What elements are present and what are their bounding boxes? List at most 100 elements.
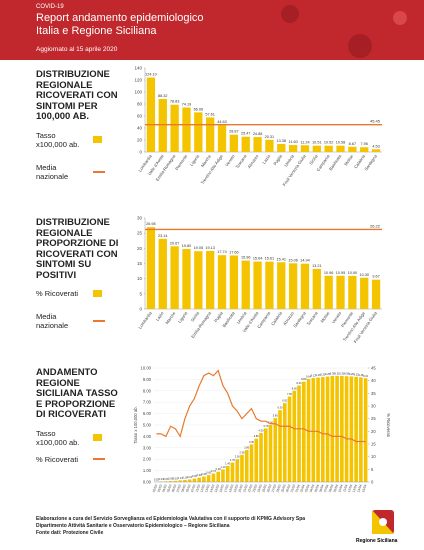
x-tick-label: Basilicata bbox=[328, 153, 343, 171]
x-tick-label: 28/03 bbox=[275, 484, 282, 493]
x-tick-label: 24/03 bbox=[256, 484, 263, 493]
value-label: 0.06 bbox=[163, 477, 169, 481]
bar bbox=[173, 480, 178, 482]
y-tick-label: 140 bbox=[134, 66, 142, 71]
panel-text: DISTRIBUZIONE REGIONALE RICOVERATI CON SINT… bbox=[36, 69, 126, 181]
tag: COVID-19 bbox=[36, 4, 64, 10]
y2-axis-label: % Ricoverati bbox=[386, 413, 390, 437]
y-tick-label: 80 bbox=[137, 102, 143, 107]
x-tick-label: Marche bbox=[164, 310, 176, 325]
value-label: 17.74 bbox=[217, 250, 227, 254]
x-tick-label: 11/04 bbox=[342, 484, 348, 493]
bar bbox=[217, 125, 227, 152]
y-tick-label: 60 bbox=[137, 114, 143, 119]
value-label: 19.80 bbox=[182, 244, 192, 248]
value-label: 4.30 bbox=[258, 428, 264, 432]
bar bbox=[146, 227, 156, 309]
value-label: 23.14 bbox=[158, 234, 168, 238]
y-tick-label: 25 bbox=[137, 231, 143, 236]
y-tick-label: 7.00 bbox=[143, 400, 152, 405]
bar bbox=[244, 450, 249, 482]
title-line: REGIONALE bbox=[36, 79, 93, 91]
value-label: 11.60 bbox=[289, 140, 298, 144]
bar bbox=[211, 473, 216, 482]
bar bbox=[170, 246, 179, 309]
x-tick-label: 22/03 bbox=[247, 484, 254, 493]
bar bbox=[265, 139, 274, 152]
x-tick-label: 29/03 bbox=[280, 484, 287, 493]
value-label: 9.10 bbox=[363, 374, 369, 378]
value-label: 0.48 bbox=[201, 472, 207, 476]
x-tick-label: Puglia bbox=[272, 153, 283, 166]
bar bbox=[217, 255, 227, 309]
subtitle: Italia e Regione Siciliana bbox=[36, 25, 157, 37]
x-tick-label: 14/03 bbox=[209, 484, 216, 493]
x-tick-label: 05/03 bbox=[166, 484, 173, 493]
x-tick-label: 23/03 bbox=[252, 484, 259, 493]
y-tick-label: 5.00 bbox=[143, 423, 152, 428]
x-tick-label: 19/03 bbox=[233, 484, 240, 493]
bar bbox=[187, 479, 192, 482]
value-label: 88.32 bbox=[158, 94, 168, 98]
value-label: 6.92 bbox=[282, 399, 288, 403]
bar bbox=[278, 410, 282, 482]
value-label: 3.30 bbox=[249, 440, 255, 444]
x-tick-label: 17/03 bbox=[223, 484, 230, 493]
bar bbox=[206, 475, 211, 482]
x-tick-label: Trentino Alto Adige bbox=[200, 153, 225, 185]
title-line: 100,000 AB. bbox=[36, 111, 89, 122]
chart: 020406080100120140124.10Lombardia88.32Va… bbox=[134, 66, 382, 187]
bar bbox=[254, 438, 259, 482]
logo-emblem bbox=[379, 518, 387, 526]
value-label: 10.52 bbox=[324, 141, 334, 145]
value-label: 17.66 bbox=[229, 250, 239, 254]
value-label: 10.58 bbox=[336, 141, 346, 145]
value-label: 0.18 bbox=[182, 475, 188, 479]
value-label: 26.98 bbox=[146, 222, 156, 226]
bar bbox=[253, 137, 262, 152]
bar bbox=[306, 378, 311, 482]
x-tick-label: 31/03 bbox=[290, 484, 297, 493]
value-label: 8.46 bbox=[297, 381, 303, 385]
legend-swatch bbox=[93, 170, 105, 173]
bar bbox=[230, 462, 235, 482]
title-line: POSITIVI bbox=[36, 269, 77, 281]
value-label: 9.22 bbox=[354, 372, 360, 376]
bar bbox=[240, 454, 244, 482]
value-label: 8.67 bbox=[349, 142, 356, 146]
value-label: 78.83 bbox=[170, 100, 180, 104]
bar bbox=[170, 104, 179, 152]
y2-tick-label: 10 bbox=[371, 454, 376, 459]
bar bbox=[335, 375, 339, 482]
x-tick-label: 08/03 bbox=[180, 484, 187, 493]
y2-tick-label: 0 bbox=[371, 480, 374, 485]
x-tick-label: Toscana bbox=[306, 310, 319, 326]
x-tick-label: Liguria bbox=[189, 153, 201, 167]
value-label: 9.25 bbox=[325, 372, 331, 376]
value-label: 28.87 bbox=[229, 130, 239, 134]
bar bbox=[297, 385, 301, 482]
legend-label: % Ricoverati bbox=[36, 454, 79, 464]
y-tick-label: 4.00 bbox=[143, 434, 152, 439]
y2-tick-label: 15 bbox=[371, 442, 376, 447]
bar bbox=[324, 145, 333, 152]
x-tick-label: 03/03 bbox=[157, 484, 164, 493]
y-tick-label: 120 bbox=[134, 78, 142, 83]
title-line: SINTOMI PER bbox=[36, 100, 98, 112]
value-label: 10.30 bbox=[359, 273, 369, 277]
panel-title: DISTRIBUZIONE REGIONALE RICOVERATI CON SINT… bbox=[36, 69, 126, 123]
x-tick-label: 08/04 bbox=[328, 484, 335, 493]
bar bbox=[241, 260, 250, 309]
bar bbox=[287, 396, 292, 482]
panel-text: ANDAMENTO REGIONE SICILIANA TASSO E PROPORZ… bbox=[36, 367, 126, 464]
bar bbox=[277, 262, 286, 309]
bar bbox=[348, 275, 357, 309]
bar bbox=[253, 261, 262, 309]
bar bbox=[241, 136, 250, 152]
legend-label: Media nazionale bbox=[36, 162, 69, 181]
bar bbox=[277, 143, 286, 152]
x-tick-label: Lazio bbox=[261, 153, 271, 165]
x-tick-label: 27/03 bbox=[271, 484, 278, 493]
value-label: 14.94 bbox=[300, 259, 310, 263]
x-tick-label: 09/04 bbox=[333, 484, 340, 493]
